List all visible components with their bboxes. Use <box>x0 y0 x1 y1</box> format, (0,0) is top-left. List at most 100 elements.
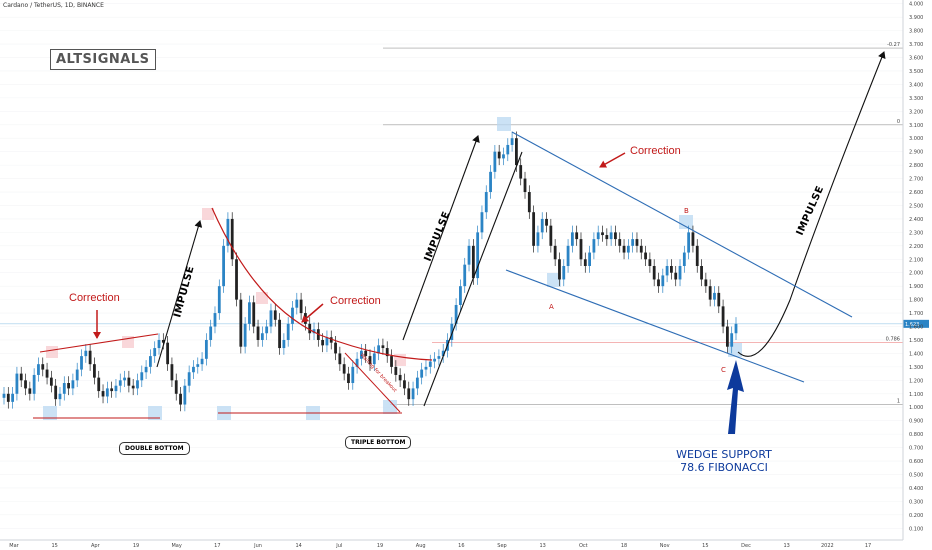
y-tick-label: 1.600 <box>909 325 923 331</box>
wedge-support-arrow <box>727 360 744 434</box>
candle-body <box>415 377 419 389</box>
x-tick-label: 15 <box>51 543 57 549</box>
x-tick-label: Dec <box>741 543 751 549</box>
y-tick-label: 3.200 <box>909 109 923 115</box>
candle-body <box>583 259 587 266</box>
candle-body <box>579 239 583 260</box>
pivot-highlight <box>728 343 742 357</box>
candle-body <box>661 275 665 287</box>
candle-body <box>282 339 286 349</box>
y-tick-label: 1.300 <box>909 365 923 371</box>
y-tick-label: 1.800 <box>909 298 923 304</box>
candle-body <box>24 380 27 389</box>
candle-body <box>463 264 467 287</box>
price-badge <box>903 319 929 328</box>
y-tick-label: 0.600 <box>909 459 923 465</box>
candle-body <box>6 393 10 402</box>
y-tick-label: 0.100 <box>909 526 923 532</box>
candle-body <box>553 245 557 260</box>
candle-body <box>243 323 247 347</box>
candle-body <box>665 266 669 276</box>
y-tick-label: 2.300 <box>909 230 923 236</box>
x-tick-label: 14 <box>295 543 301 549</box>
candle-body <box>334 342 337 354</box>
candle-body <box>433 358 436 362</box>
candle-body <box>644 252 647 260</box>
y-tick-label: 2.500 <box>909 203 923 209</box>
curved-resistance <box>211 207 433 361</box>
candle-body <box>312 329 316 334</box>
candle-body <box>407 388 411 400</box>
candle-body <box>510 138 514 145</box>
candle-body <box>149 356 152 367</box>
candle-body <box>239 299 243 347</box>
candle-body <box>54 385 58 400</box>
candle-body <box>278 319 281 349</box>
candle-body <box>230 218 234 260</box>
candle-body <box>657 279 660 287</box>
correction-arrow <box>599 152 626 168</box>
y-tick-label: 4.000 <box>909 2 923 8</box>
candle-body <box>291 307 294 324</box>
x-tick-label: Jul <box>335 543 342 549</box>
fib-label: 0 <box>897 119 900 125</box>
pivot-highlight <box>43 406 57 420</box>
x-tick-label: Sep <box>497 543 506 549</box>
candle-body <box>596 232 600 240</box>
candle-body <box>368 356 372 365</box>
candle-body <box>532 212 536 246</box>
candle-body <box>45 369 49 378</box>
candle-body <box>93 364 96 378</box>
y-tick-label: 3.500 <box>909 69 923 75</box>
candle-body <box>459 286 462 306</box>
candle-body <box>609 232 613 240</box>
candle-body <box>695 245 699 266</box>
y-tick-label: 3.400 <box>909 82 923 88</box>
candle-body <box>562 266 566 280</box>
candle-body <box>708 286 712 300</box>
candle-body <box>519 165 523 179</box>
candle-body <box>648 259 652 266</box>
candle-body <box>235 259 238 300</box>
impulse-label: IMPULSE <box>423 210 453 263</box>
pivot-highlight <box>497 117 511 131</box>
impulse-arrow <box>402 135 480 341</box>
y-tick-label: 3.300 <box>909 96 923 102</box>
candle-body <box>674 272 678 280</box>
y-tick-label: 0.500 <box>909 472 923 478</box>
candle-body <box>493 151 497 172</box>
pivot-highlight <box>46 346 58 358</box>
breakout-line <box>344 352 401 413</box>
candle-body <box>523 178 527 193</box>
correction-arrow <box>301 303 324 323</box>
candle-body <box>2 393 6 398</box>
projected-impulse-arrow <box>737 51 886 357</box>
correction-label: Correction <box>69 292 120 304</box>
candle-body <box>700 266 703 280</box>
y-tick-label: 2.800 <box>909 163 923 169</box>
x-tick-label: Mar <box>9 543 19 549</box>
candle-body <box>260 333 264 340</box>
y-tick-label: 0.900 <box>909 419 923 425</box>
candle-body <box>88 350 92 365</box>
candle-body <box>222 245 225 287</box>
candle-body <box>355 358 359 367</box>
candle-body <box>364 350 368 357</box>
candle-body <box>183 385 187 405</box>
candle-body <box>527 192 531 213</box>
wave-label: C <box>721 366 726 374</box>
candle-body <box>381 345 385 349</box>
candle-body <box>467 245 471 265</box>
candle-body <box>626 245 630 253</box>
candle-body <box>687 232 691 253</box>
x-tick-label: 17 <box>214 543 220 549</box>
candle-body <box>329 337 333 343</box>
candle-body <box>605 235 609 240</box>
candle-body <box>588 252 591 266</box>
candle-body <box>252 302 256 327</box>
candle-body <box>639 245 643 253</box>
candle-body <box>49 377 53 386</box>
y-tick-label: 0.800 <box>909 432 923 438</box>
x-tick-label: Oct <box>579 543 588 549</box>
